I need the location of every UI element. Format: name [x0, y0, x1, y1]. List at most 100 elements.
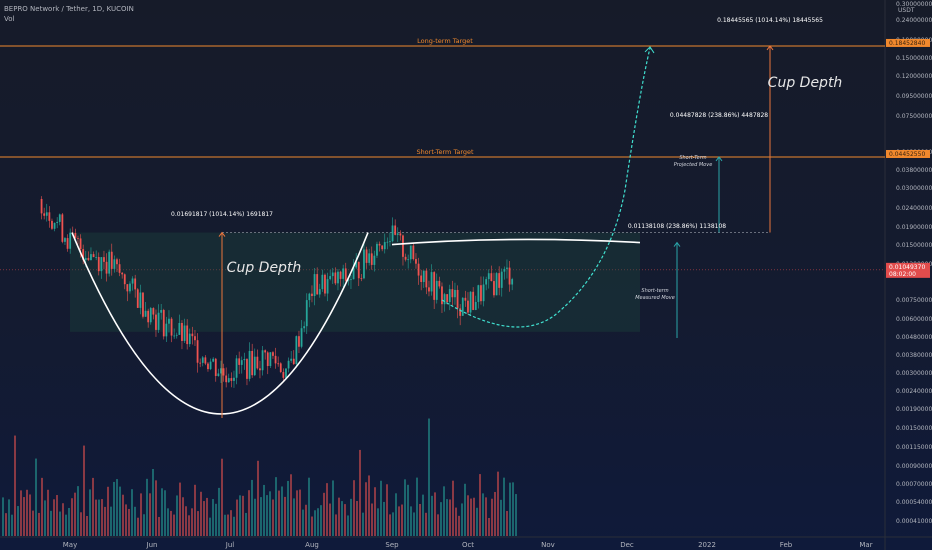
candle-body — [352, 267, 355, 280]
candle-body — [173, 335, 176, 337]
candle-body — [105, 261, 108, 274]
candle-body — [259, 368, 261, 371]
candle-body — [435, 280, 438, 300]
candle-body — [58, 214, 61, 222]
volume-label[interactable]: Vol — [4, 15, 15, 23]
candle-body — [191, 333, 194, 337]
volume-bar — [194, 484, 196, 536]
x-tick-label: Jun — [146, 541, 158, 549]
candle-body — [56, 221, 59, 223]
y-tick-label: 0.03000000 — [896, 185, 932, 192]
y-tick-label: 0.07500000 — [896, 113, 932, 120]
volume-bar — [53, 499, 55, 536]
projected-move-arrow — [715, 156, 723, 162]
candle-body — [425, 270, 428, 288]
x-tick-label: Mar — [859, 541, 872, 549]
y-tick-label: 0.15000000 — [896, 55, 932, 62]
volume-bar — [464, 483, 466, 536]
candle-body — [186, 325, 189, 345]
volume-bar — [317, 508, 319, 536]
volume-bar — [362, 512, 364, 536]
long-measure-label: 0.18445565 (1014.14%) 18445565 — [717, 17, 823, 24]
candle-body — [316, 274, 319, 295]
volume-bar — [134, 506, 136, 536]
volume-bar — [173, 514, 175, 536]
volume-bar — [329, 503, 331, 536]
candle-body — [118, 264, 121, 273]
candle-body — [204, 357, 207, 364]
candle-body — [134, 278, 137, 290]
candle-body — [508, 267, 511, 285]
candle-body — [162, 310, 165, 337]
volume-bar — [434, 492, 436, 536]
candle-body — [108, 251, 111, 274]
cup-depth-right-label: Cup Depth — [768, 75, 843, 91]
volume-bar — [497, 471, 499, 536]
volume-bar — [269, 491, 271, 536]
candle-body — [74, 232, 77, 239]
volume-bar — [2, 497, 4, 536]
price-badge — [886, 38, 930, 47]
candle-body — [230, 378, 233, 381]
candle-body — [45, 212, 48, 216]
candle-body — [474, 301, 477, 310]
y-tick-label: 0.12000000 — [896, 73, 932, 80]
candle-body — [370, 253, 373, 265]
candle-body — [407, 259, 410, 261]
volume-bar — [140, 493, 142, 536]
y-tick-label: 0.00070000 — [896, 481, 932, 488]
candle-body — [305, 300, 308, 327]
candle-body — [139, 292, 142, 308]
candle-body — [467, 300, 469, 313]
volume-bar — [344, 504, 346, 536]
volume-bar — [149, 493, 151, 536]
candle-body — [311, 293, 313, 296]
volume-bar — [44, 500, 46, 536]
candle-body — [188, 333, 191, 345]
volume-bar — [164, 490, 166, 536]
candle-body — [321, 274, 324, 290]
candle-body — [77, 238, 79, 239]
candle-body — [246, 359, 248, 379]
y-tick-label: 0.00600000 — [896, 316, 932, 323]
candle-body — [428, 287, 430, 292]
volume-bar — [191, 508, 193, 536]
volume-bar — [404, 479, 406, 536]
volume-bar — [506, 510, 508, 536]
volume-bar — [206, 497, 208, 536]
candle-body — [136, 289, 139, 308]
short-term-target-label: Short-Term Target — [416, 148, 474, 156]
volume-bar — [347, 515, 349, 536]
volume-bar — [230, 510, 232, 536]
volume-bar — [260, 497, 262, 536]
candle-body — [290, 358, 293, 361]
volume-bar — [116, 479, 118, 536]
candle-body — [295, 336, 298, 365]
candle-body — [110, 251, 113, 269]
volume-bar — [287, 480, 289, 536]
volume-bar — [104, 506, 106, 536]
symbol-title[interactable]: BEPRO Network / Tether, 1D, KUCOIN — [4, 5, 134, 13]
y-tick-label: 0.00240000 — [896, 388, 932, 395]
candle-body — [277, 363, 280, 365]
candle-body — [116, 259, 118, 265]
volume-bar — [71, 498, 73, 536]
candle-body — [233, 377, 235, 381]
volume-bar — [374, 487, 376, 536]
candle-body — [253, 356, 256, 376]
candle-body — [355, 261, 358, 268]
candle-body — [272, 352, 274, 356]
candle-body — [199, 362, 202, 364]
candle-body — [149, 308, 152, 323]
volume-bar — [218, 487, 220, 536]
volume-bar — [368, 475, 370, 536]
volume-bar — [179, 482, 181, 536]
candle-body — [292, 358, 295, 365]
y-tick-label: 0.00041000 — [896, 518, 932, 525]
candle-body — [220, 368, 222, 374]
candle-body — [66, 238, 69, 249]
y-tick-label: 0.00150000 — [896, 425, 932, 432]
volume-bar — [365, 482, 367, 536]
